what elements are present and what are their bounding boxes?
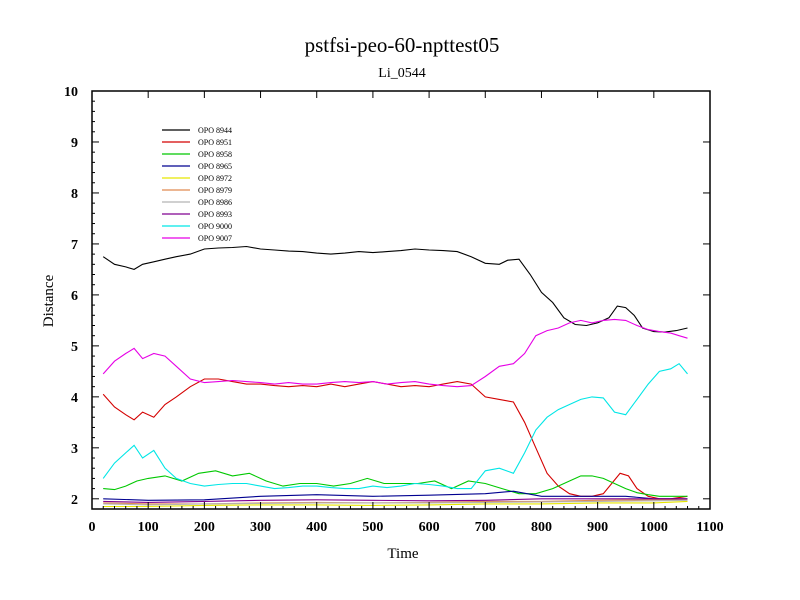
x-tick-label: 400: [306, 520, 327, 535]
chart-subtitle: Li_0544: [378, 66, 425, 81]
legend-label: OPO 8972: [198, 174, 232, 183]
series-line-opo-8993: [103, 498, 688, 503]
series-line-opo-9000: [102, 362, 688, 490]
y-tick-label: 5: [71, 340, 78, 355]
legend-label: OPO 8944: [198, 126, 232, 135]
x-tick-label: 600: [419, 520, 440, 535]
series-lines: [102, 245, 688, 508]
x-tick-label: 1000: [640, 520, 668, 535]
legend-label: OPO 8951: [198, 138, 232, 147]
x-tick-label: 200: [194, 520, 215, 535]
chart-title: pstfsi-peo-60-npttest05: [305, 33, 500, 57]
legend-label: OPO 9000: [198, 222, 232, 231]
x-tick-label: 100: [138, 520, 159, 535]
x-axis-label: Time: [387, 546, 418, 562]
legend-label: OPO 8979: [198, 186, 232, 195]
x-tick-label: 700: [475, 520, 496, 535]
legend-label: OPO 8993: [198, 210, 232, 219]
series-line-opo-8958: [103, 470, 688, 497]
series-line-opo-8986: [103, 499, 688, 506]
x-tick-label: 300: [250, 520, 271, 535]
series-line-opo-8944: [102, 245, 688, 333]
x-tick-label: 900: [587, 520, 608, 535]
series-line-opo-8972: [103, 500, 688, 508]
legend-label: OPO 8965: [198, 162, 232, 171]
y-tick-label: 2: [71, 493, 78, 508]
x-tick-label: 1100: [696, 520, 723, 535]
series-line-opo-8951: [102, 378, 688, 500]
y-tick-label: 4: [71, 391, 78, 406]
y-tick-label: 9: [71, 136, 78, 151]
y-tick-label: 6: [71, 289, 78, 304]
x-tick-label: 500: [362, 520, 383, 535]
y-tick-label: 7: [71, 238, 78, 253]
series-line-opo-9007: [102, 318, 688, 388]
legend-label: OPO 9007: [198, 234, 232, 243]
x-tick-label: 0: [89, 520, 96, 535]
x-tick-label: 800: [531, 520, 552, 535]
legend-label: OPO 8958: [198, 150, 232, 159]
plot-frame: [91, 90, 711, 510]
legend: OPO 8944 OPO 8951 OPO 8958 OPO 8965 OPO 8972…: [162, 126, 232, 243]
y-tick-label: 8: [71, 187, 78, 202]
axes: 0 100 200 300 400 500 600 700 800 900 1000 1100 2 3 4 5…: [64, 85, 724, 535]
y-tick-label: 3: [71, 442, 78, 457]
y-axis-label: Distance: [41, 274, 57, 327]
y-tick-label: 10: [64, 85, 78, 100]
legend-label: OPO 8986: [198, 198, 232, 207]
series-line-opo-8965: [103, 490, 688, 501]
